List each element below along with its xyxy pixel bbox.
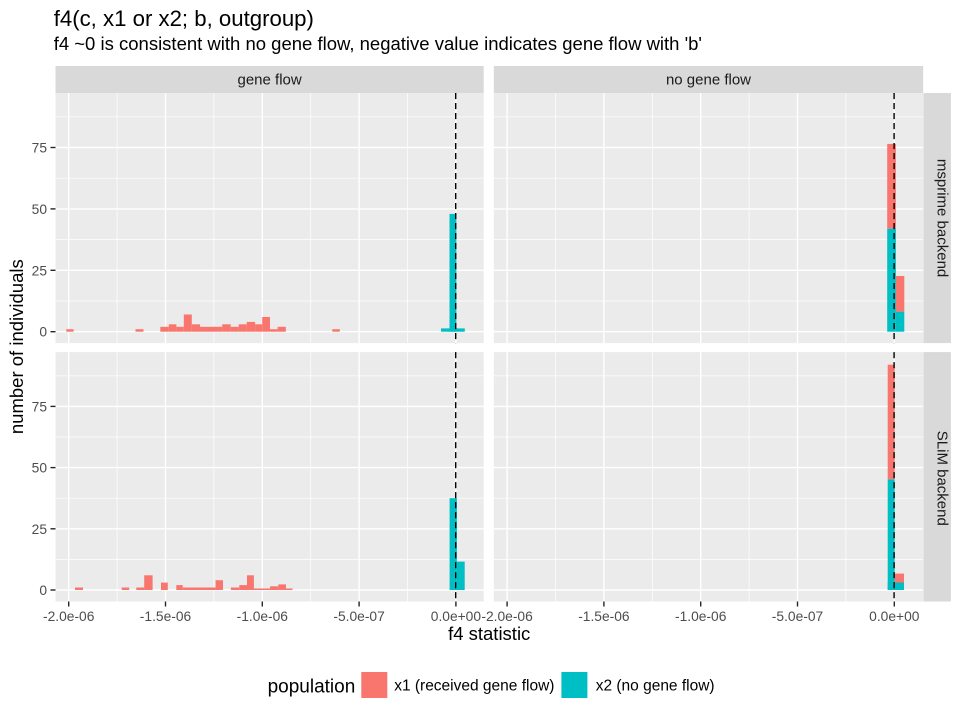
svg-text:-1.0e-06: -1.0e-06 [675,609,727,624]
svg-text:75: 75 [32,399,48,414]
svg-text:-1.0e-06: -1.0e-06 [237,609,289,624]
svg-text:f4 ~0 is consistent with no ge: f4 ~0 is consistent with no gene flow, n… [54,33,702,54]
svg-text:0.0e+00: 0.0e+00 [431,609,482,624]
svg-text:0: 0 [39,583,47,598]
svg-text:x1 (received gene flow): x1 (received gene flow) [394,678,554,695]
svg-text:f4 statistic: f4 statistic [448,623,530,644]
svg-text:f4(c, x1 or x2; b, outgroup): f4(c, x1 or x2; b, outgroup) [54,6,314,31]
svg-text:-1.5e-06: -1.5e-06 [578,609,630,624]
svg-text:-1.5e-06: -1.5e-06 [140,609,192,624]
svg-text:-2.0e-06: -2.0e-06 [43,609,95,624]
svg-text:75: 75 [32,141,48,156]
svg-text:gene flow: gene flow [237,71,301,88]
svg-text:-5.0e-07: -5.0e-07 [333,609,384,624]
svg-text:number of individuals: number of individuals [6,259,27,434]
svg-text:-2.0e-06: -2.0e-06 [481,609,533,624]
svg-text:50: 50 [32,202,48,217]
svg-text:-5.0e-07: -5.0e-07 [772,609,823,624]
svg-text:x2 (no gene flow): x2 (no gene flow) [596,678,715,695]
svg-text:25: 25 [32,263,48,278]
svg-text:msprime backend: msprime backend [934,159,951,277]
svg-text:SLiM backend: SLiM backend [934,431,951,526]
svg-text:no gene flow: no gene flow [666,71,751,88]
svg-text:population: population [268,676,356,697]
svg-text:0.0e+00: 0.0e+00 [869,609,920,624]
svg-text:50: 50 [32,461,48,476]
svg-text:25: 25 [32,522,48,537]
svg-text:0: 0 [39,325,47,340]
